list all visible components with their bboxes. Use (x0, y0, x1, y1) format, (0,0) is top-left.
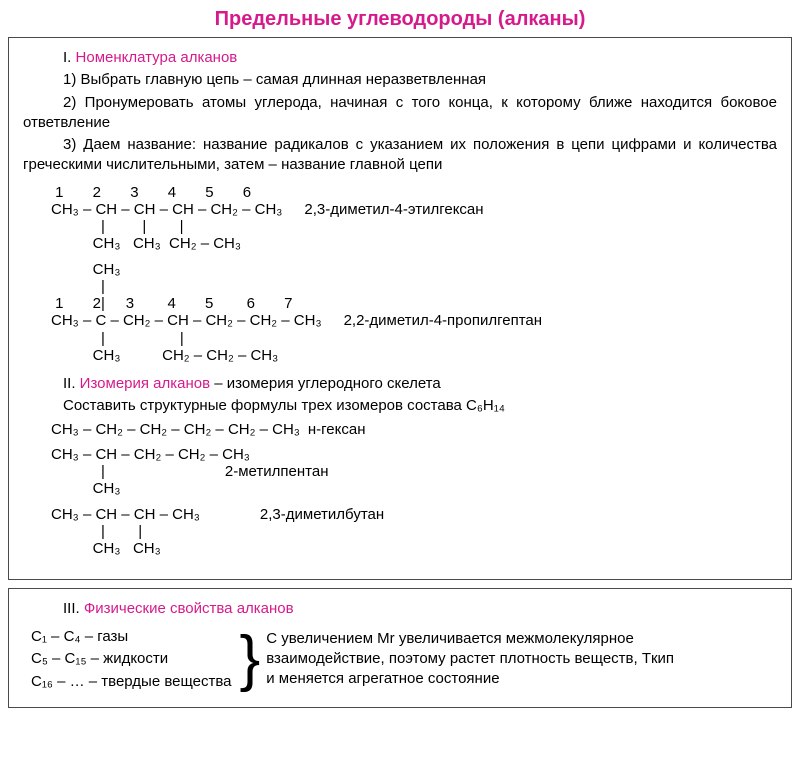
isomer-2: CH₃ – CH – CH₂ – CH₂ – CH₃ | 2-метилпента… (51, 446, 777, 498)
iso3-name: 2,3-диметилбутан (260, 506, 384, 523)
iso2-chain: CH₃ – CH – CH₂ – CH₂ – CH₃ (51, 446, 250, 463)
s2-topsub: CH₃ (51, 261, 777, 278)
brace-icon: } (240, 628, 261, 690)
s2-subs: CH₃ CH₂ – CH₂ – CH₃ (51, 347, 777, 364)
iso2-sub: CH₃ (51, 480, 777, 497)
structure-1: 1 2 3 4 5 6 CH₃ – CH – CH – CH – CH₂ – C… (51, 184, 777, 253)
s2-numbers: 1 2| 3 4 5 6 7 (51, 295, 777, 312)
s2-chain-row: CH₃ – C – CH₂ – CH – CH₂ – CH₂ – CH₃ 2,2-… (51, 312, 777, 329)
section2-heading-text: Изомерия алканов (80, 375, 210, 392)
main-content-box: I. Номенклатура алканов 1) Выбрать главн… (8, 37, 792, 580)
s2-bonds: | | (51, 330, 777, 347)
iso2-name: 2-метилпентан (225, 463, 329, 480)
section2-prefix: II. (63, 375, 80, 392)
iso1-chain: CH₃ – CH₂ – CH₂ – CH₂ – CH₂ – CH₃ (51, 421, 300, 438)
physical-props-box: III. Физические свойства алканов C₁ – C₄… (8, 588, 792, 708)
section3-heading-text: Физические свойства алканов (84, 600, 294, 617)
iso3-chain: CH₃ – CH – CH – CH₃ (51, 506, 200, 523)
isomer-3: CH₃ – CH – CH – CH₃2,3-диметилбутан | | … (51, 506, 777, 558)
iso2-bond: | (51, 463, 105, 480)
physical-props-table: C₁ – C₄ – газы C₅ – C₁₅ – жидкости C₁₆ –… (31, 626, 777, 694)
s1-subs: CH₃ CH₃ CH₂ – CH₃ (51, 235, 777, 252)
s2-topbond: | (51, 278, 777, 295)
s1-bonds: | | | (51, 218, 777, 235)
section1-heading: I. Номенклатура алканов (63, 48, 777, 68)
s2-chain: CH₃ – C – CH₂ – CH – CH₂ – CH₂ – CH₃ (51, 312, 322, 329)
iso3-sub: CH₃ CH₃ (51, 540, 777, 557)
section1-prefix: I. (63, 49, 76, 66)
structure-2: CH₃ | 1 2| 3 4 5 6 7 CH₃ – C – CH₂ – CH … (51, 261, 777, 365)
s1-numbers: 1 2 3 4 5 6 (51, 184, 777, 201)
phys-row-1: C₁ – C₄ – газы (31, 626, 232, 649)
section1-p1: 1) Выбрать главную цепь – самая длинная … (23, 70, 777, 90)
section1-p3: 3) Даем название: название радикалов с у… (23, 135, 777, 176)
phys-row-3: C₁₆ – … – твердые вещества (31, 671, 232, 694)
iso3-bond: | | (51, 523, 777, 540)
phys-right-l3: и меняется агрегатное состояние (266, 669, 674, 689)
phys-right-column: С увеличением Mr увеличивается межмолеку… (266, 626, 674, 694)
isomer-1: CH₃ – CH₂ – CH₂ – CH₂ – CH₂ – CH₃ н-гекса… (51, 421, 777, 438)
section2-heading: II. Изомерия алканов – изомерия углеродн… (63, 374, 777, 394)
s1-name: 2,3-диметил-4-этилгексан (304, 201, 483, 218)
section1-p2: 2) Пронумеровать атомы углерода, начиная… (23, 93, 777, 134)
phys-left-column: C₁ – C₄ – газы C₅ – C₁₅ – жидкости C₁₆ –… (31, 626, 240, 694)
s1-chain-row: CH₃ – CH – CH – CH – CH₂ – CH₃ 2,3-димети… (51, 201, 777, 218)
page-title: Предельные углеводороды (алканы) (8, 8, 792, 31)
s1-chain: CH₃ – CH – CH – CH – CH₂ – CH₃ (51, 201, 282, 218)
s2-name: 2,2-диметил-4-пропилгептан (344, 312, 542, 329)
section1-heading-text: Номенклатура алканов (76, 49, 238, 66)
iso1-name: н-гексан (308, 421, 366, 438)
section2-task: Составить структурные формулы трех изоме… (63, 396, 777, 416)
phys-right-l2: взаимодействие, поэтому растет плотность… (266, 649, 674, 669)
section3-prefix: III. (63, 600, 84, 617)
phys-row-2: C₅ – C₁₅ – жидкости (31, 648, 232, 671)
iso2-bond-row: | 2-метилпентан (51, 463, 777, 480)
iso3-chain-row: CH₃ – CH – CH – CH₃ 2,3-диметилбутан (51, 506, 777, 523)
section2-heading-tail: – изомерия углеродного скелета (210, 375, 441, 392)
section3-heading: III. Физические свойства алканов (63, 599, 777, 619)
phys-right-l1: С увеличением Mr увеличивается межмолеку… (266, 629, 674, 649)
iso1-chain-row: CH₃ – CH₂ – CH₂ – CH₂ – CH₂ – CH₃ н-гекса… (51, 421, 777, 438)
iso2-chain-row: CH₃ – CH – CH₂ – CH₂ – CH₃ (51, 446, 777, 463)
